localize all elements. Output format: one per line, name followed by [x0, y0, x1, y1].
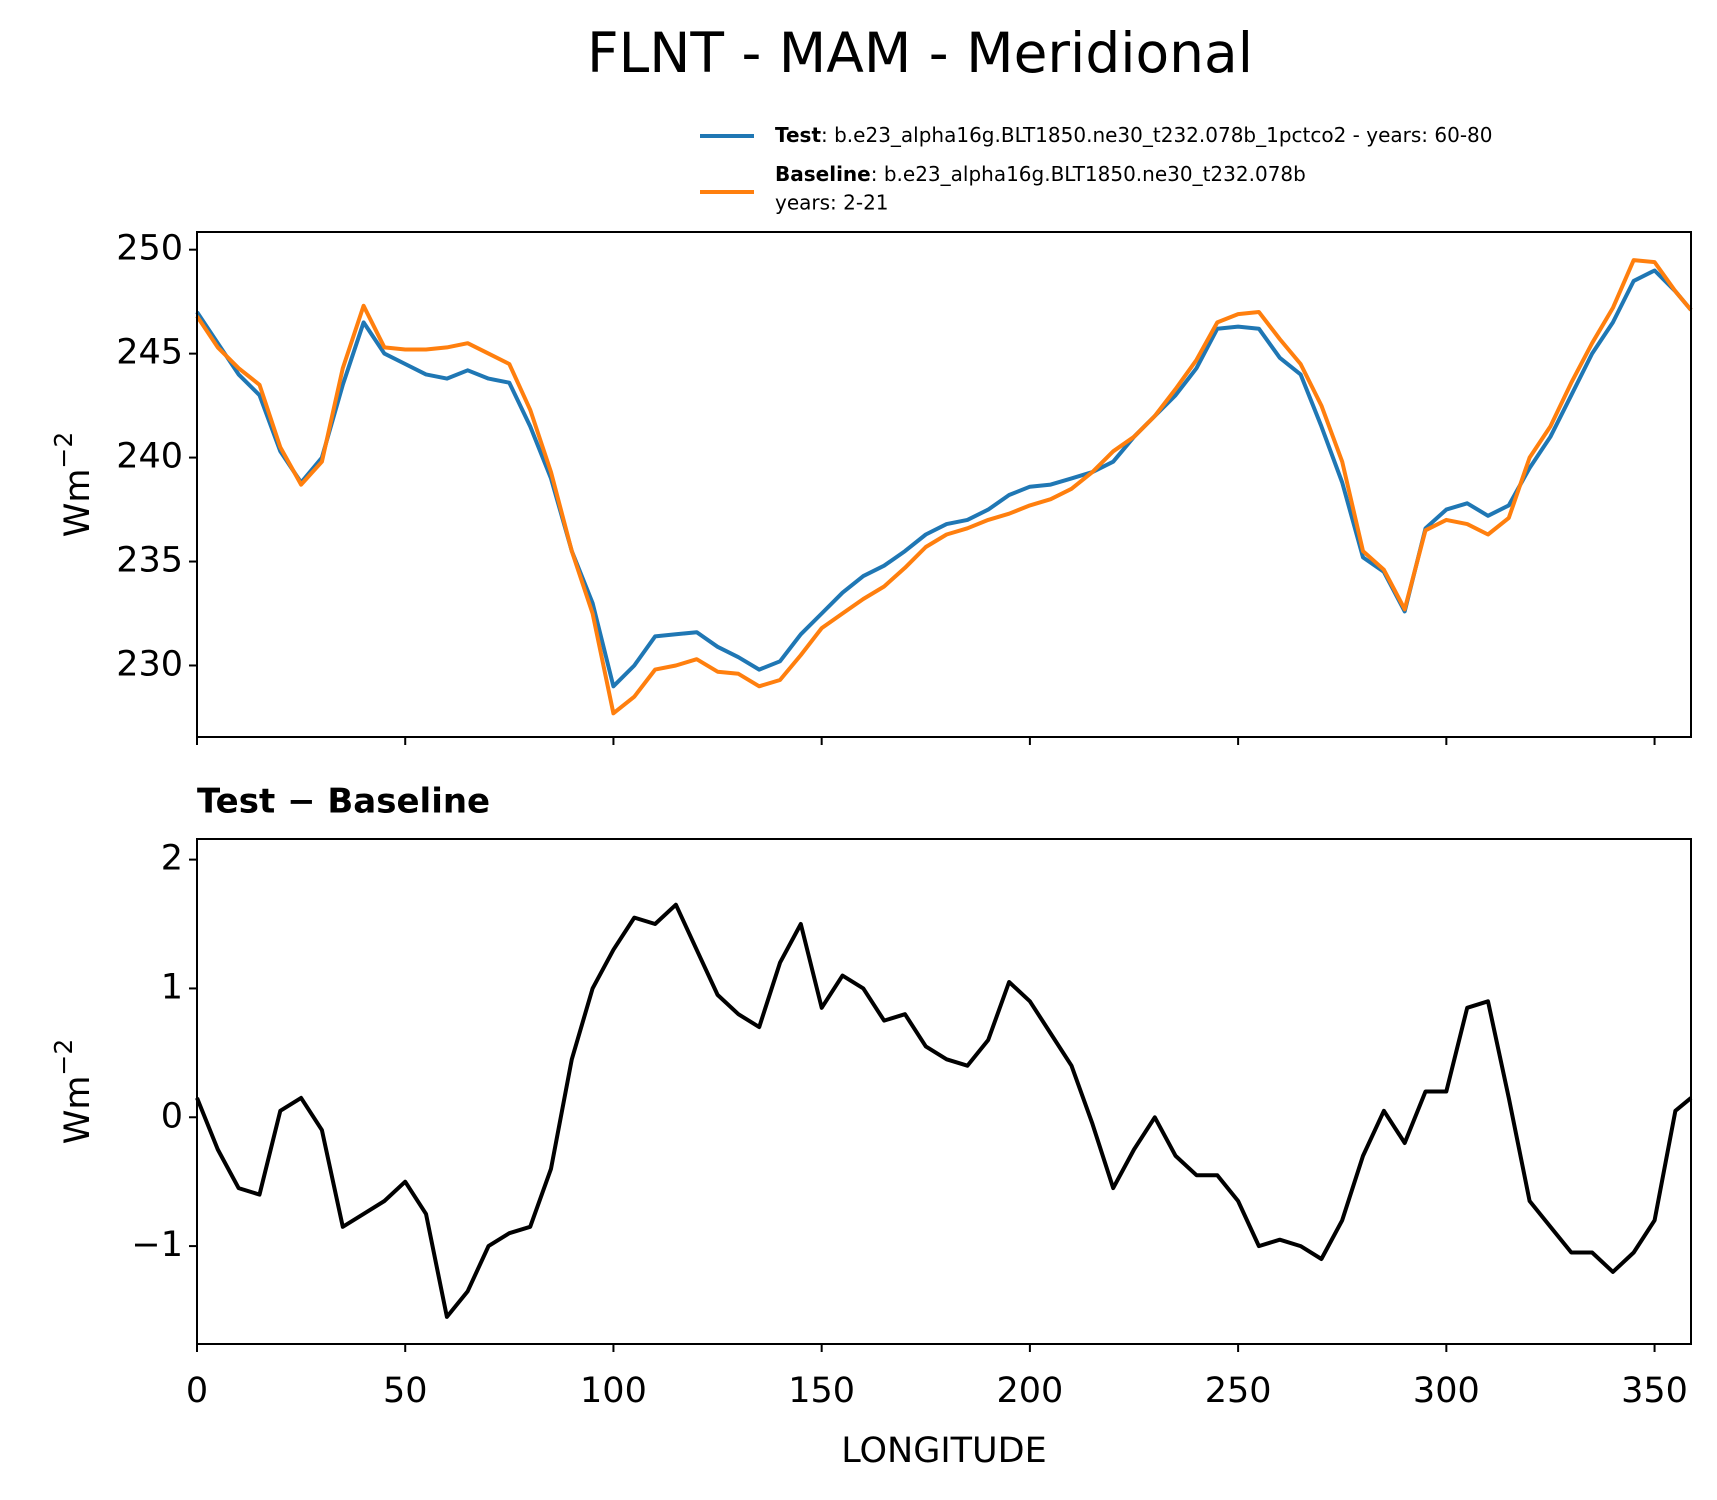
y-axis-label-base: Wm — [58, 1076, 98, 1145]
y-axis-label-sup: −2 — [49, 432, 78, 469]
axes-frame — [196, 231, 1692, 738]
y-tick-label: 245 — [116, 333, 183, 373]
legend-label: Test: b.e23_alpha16g.BLT1850.ne30_t232.0… — [775, 123, 1493, 147]
y-axis-label-base: Wm — [58, 469, 98, 538]
x-tick-label: 50 — [383, 1371, 428, 1411]
y-axis-label: Wm−2 — [49, 1039, 98, 1145]
y-axis-label-sup: −2 — [49, 1039, 78, 1076]
x-tick-label: 250 — [1205, 1371, 1272, 1411]
x-tick-label: 350 — [1621, 1371, 1688, 1411]
legend-name: Test — [775, 123, 821, 147]
x-tick-label: 100 — [580, 1371, 647, 1411]
legend-description-line: years: 2-21 — [775, 191, 889, 215]
y-tick-label: −1 — [131, 1225, 183, 1265]
y-tick-label: 0 — [161, 1096, 183, 1136]
y-tick-label: 235 — [116, 541, 183, 581]
series-line — [195, 902, 1693, 1319]
y-tick-label: 1 — [161, 967, 183, 1007]
y-tick-label: 2 — [161, 839, 183, 879]
x-tick-label: 150 — [788, 1371, 855, 1411]
y-tick-label: 240 — [116, 437, 183, 477]
subplot-title: Test − Baseline — [197, 782, 490, 822]
series-line — [195, 268, 1693, 689]
y-axis-label: Wm−2 — [49, 432, 98, 538]
x-tick-label: 300 — [1413, 1371, 1480, 1411]
y-tick-label: 250 — [116, 229, 183, 269]
series-line — [195, 258, 1693, 716]
legend-name: Baseline — [775, 162, 871, 186]
legend-label: Baseline: b.e23_alpha16g.BLT1850.ne30_t2… — [775, 162, 1306, 186]
x-tick-label: 200 — [996, 1371, 1063, 1411]
axes-frame — [196, 838, 1692, 1345]
x-tick-label: 0 — [186, 1371, 208, 1411]
y-tick-label: 230 — [116, 644, 183, 684]
chart-title: FLNT - MAM - Meridional — [587, 21, 1253, 85]
legend-description: : b.e23_alpha16g.BLT1850.ne30_t232.078b_… — [821, 123, 1493, 147]
legend-description: : b.e23_alpha16g.BLT1850.ne30_t232.078b — [871, 162, 1306, 186]
x-axis-label: LONGITUDE — [841, 1431, 1047, 1471]
